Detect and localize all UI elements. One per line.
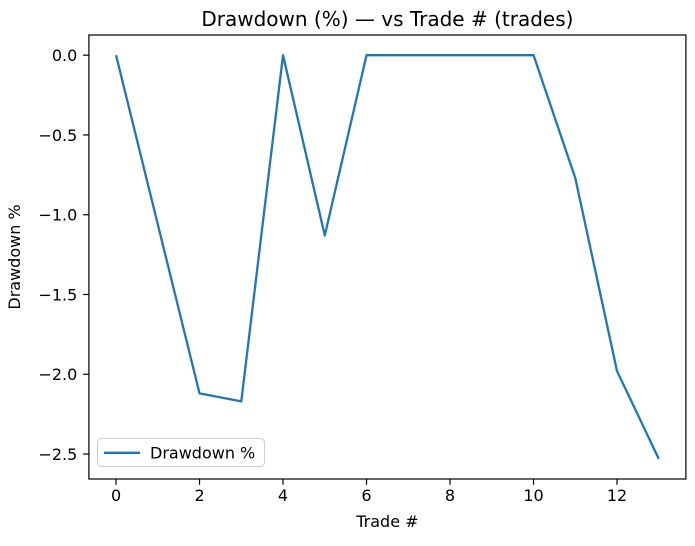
x-tick-label: 8 (445, 486, 455, 505)
x-tick-label: 2 (194, 486, 204, 505)
y-axis-label: Drawdown % (5, 204, 24, 309)
legend: Drawdown % (97, 438, 265, 467)
x-tick-label: 0 (111, 486, 121, 505)
series-group (114, 54, 660, 460)
y-tick-label: −0.5 (38, 126, 77, 145)
y-tick-label: −2.0 (38, 365, 77, 384)
x-tick-label: 6 (361, 486, 371, 505)
plot-area (88, 34, 687, 480)
y-tick-label: 0.0 (52, 46, 77, 65)
y-tick-label: −1.0 (38, 206, 77, 225)
chart-title: Drawdown (%) — vs Trade # (trades) (201, 7, 573, 31)
y-tick-label: −1.5 (38, 285, 77, 304)
x-tick-label: 12 (607, 486, 627, 505)
x-tick-label: 4 (278, 486, 288, 505)
x-axis-label: Trade # (355, 512, 418, 531)
drawdown-line-series (114, 54, 660, 460)
y-axis-ticks: 0.0 −0.5 −1.0 −1.5 −2.0 −2.5 (38, 46, 89, 464)
x-axis-ticks: 0 2 4 6 8 10 12 (111, 479, 627, 505)
x-tick-label: 10 (523, 486, 543, 505)
legend-label: Drawdown % (150, 444, 255, 463)
y-tick-label: −2.5 (38, 445, 77, 464)
legend-box (97, 438, 265, 467)
